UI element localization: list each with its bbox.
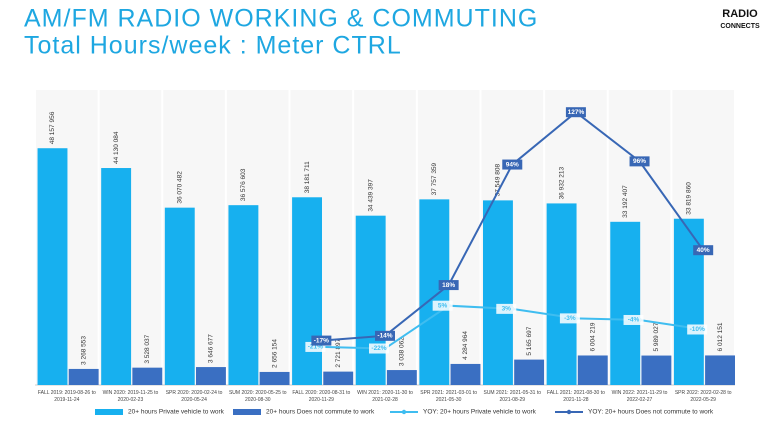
label-box [502, 159, 523, 170]
bar [577, 355, 608, 385]
bar [355, 215, 386, 385]
x-tick-label: FALL 2021: 2021-08-30 to 2021-11-28 [547, 390, 605, 403]
data-label: 6 004 219 [589, 322, 596, 351]
data-label: 127% [568, 109, 585, 116]
bar [259, 371, 290, 385]
label-box [693, 245, 714, 256]
data-label: 3% [502, 306, 512, 313]
data-label: -4% [628, 317, 640, 324]
bar [101, 168, 132, 385]
data-label: 36 070 482 [176, 171, 183, 204]
legend-swatch [566, 409, 572, 415]
x-tick-label: SUM 2020: 2020-05-25 to 2020-08-30 [229, 390, 287, 403]
x-tick-label: FALL 2020: 2020-08-31 to 2020-11-29 [292, 390, 350, 403]
label-box [496, 303, 517, 314]
bar [164, 207, 195, 385]
brand-logo: CONNECTS [720, 23, 760, 30]
data-label: 2 721 897 [335, 338, 342, 367]
bar [37, 148, 68, 385]
data-label: 5 989 027 [653, 322, 660, 351]
data-label: 33 192 407 [622, 185, 629, 218]
bar [705, 355, 735, 385]
data-label: 2 656 154 [271, 339, 278, 368]
data-label: -14% [377, 333, 392, 340]
data-label: -3% [564, 315, 576, 322]
bar [483, 200, 513, 385]
bar [386, 370, 417, 385]
legend-label: YOY: 20+ hours Private vehicle to work [423, 409, 537, 416]
chart-title: AM/FM RADIO WORKING & COMMUTING [24, 5, 538, 33]
bar [292, 197, 322, 385]
label-box [565, 107, 586, 118]
label-box [438, 280, 459, 291]
legend-swatch [95, 409, 123, 415]
x-tick-label: FALL 2019: 2019-08-26 to 2019-11-24 [38, 390, 96, 403]
label-box [559, 313, 580, 324]
bar [228, 205, 259, 385]
bar [68, 368, 99, 385]
label-box [629, 156, 650, 167]
data-label: 37 549 808 [495, 163, 502, 196]
data-label: 94% [506, 161, 519, 168]
data-label: 40% [697, 247, 710, 254]
bar [450, 363, 481, 385]
data-label: 4 284 964 [462, 331, 469, 360]
label-box [311, 335, 332, 346]
bar [419, 199, 450, 385]
data-label: 33 819 860 [686, 182, 693, 215]
data-label: -17% [314, 337, 329, 344]
brand-logo: RADIO [722, 8, 758, 20]
data-label: 3 528 037 [144, 334, 151, 363]
x-tick-label: SPR 2020: 2020-02-24 to 2020-05-24 [166, 390, 223, 403]
bar [610, 221, 641, 385]
bar [641, 355, 672, 385]
data-label: 3 038 062 [399, 337, 406, 366]
chart-subtitle: Total Hours/week : Meter CTRL [24, 32, 402, 60]
legend-swatch [401, 409, 407, 415]
data-label: 36 932 213 [558, 166, 565, 199]
bar [514, 359, 545, 385]
data-label: 5% [438, 302, 448, 309]
x-tick-label: WIN 2022: 2021-11-29 to 2022-02-27 [612, 390, 668, 403]
legend-label: YOY: 20+ hours Does not commute to work [588, 409, 714, 416]
data-label: 3 268 553 [80, 336, 87, 365]
bar [546, 203, 577, 385]
data-label: 44 130 084 [113, 131, 120, 164]
label-box [432, 300, 453, 311]
label-box [375, 330, 395, 341]
data-label: 96% [633, 158, 646, 165]
data-label: -21% [308, 344, 323, 351]
label-box [305, 341, 326, 352]
label-box [687, 324, 708, 335]
x-tick-label: WIN 2020: 2019-11-25 to 2020-02-23 [103, 390, 159, 403]
data-label: 5 165 697 [526, 326, 533, 355]
label-box [369, 343, 389, 354]
x-tick-label: SPR 2021: 2021-03-01 to 2021-05-30 [420, 390, 477, 403]
data-label: 48 157 956 [49, 111, 56, 144]
data-label: -22% [371, 345, 386, 352]
legend-label: 20+ hours Private vehicle to work [128, 409, 225, 416]
data-label: 18% [442, 282, 455, 289]
data-label: 3 646 677 [208, 334, 215, 363]
x-tick-label: SPR 2022: 2022-02-28 to 2022-05-29 [675, 390, 732, 403]
data-label: 37 757 359 [431, 162, 438, 195]
data-label: 38 181 711 [304, 161, 311, 193]
data-label: 6 012 151 [717, 322, 724, 351]
x-tick-label: SUM 2021: 2021-05-31 to 2021-08-29 [483, 390, 541, 403]
data-label: 36 576 603 [240, 168, 247, 201]
legend-swatch [233, 409, 261, 415]
label-box [623, 314, 644, 325]
bar [196, 367, 226, 385]
legend-label: 20+ hours Does not commute to work [266, 409, 375, 416]
bar [132, 367, 163, 385]
data-label: -10% [690, 326, 705, 333]
data-label: 34 439 397 [367, 179, 374, 212]
x-tick-label: WIN 2021: 2020-11-30 to 2021-02-28 [357, 390, 413, 403]
bar [323, 371, 354, 385]
